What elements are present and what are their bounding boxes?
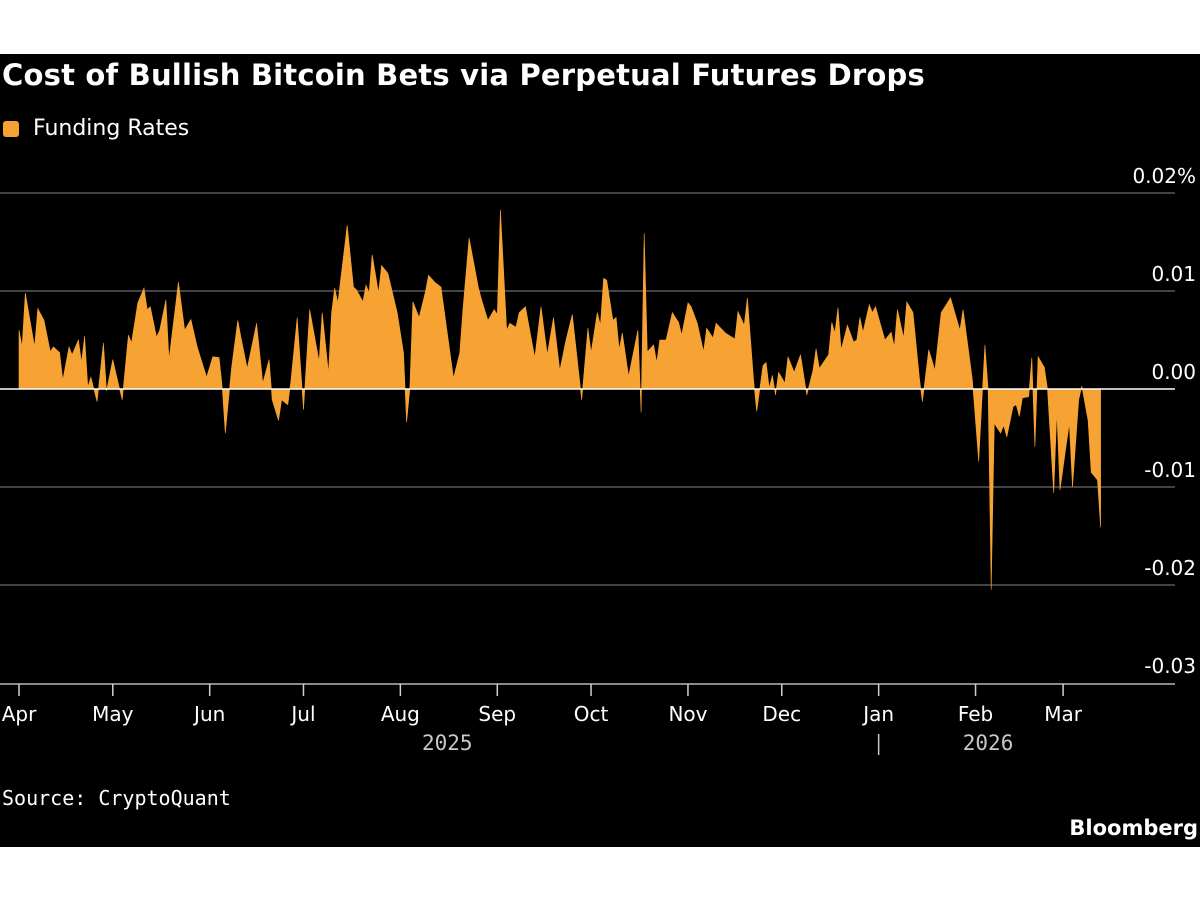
legend-label: Funding Rates [33,116,190,141]
y-tick-label: 0.01 [1151,262,1196,286]
x-tick-label: Jul [289,702,315,726]
area-layer [18,209,1101,590]
funding-rates-area [18,209,1101,590]
source-note: Source: CryptoQuant [2,786,231,810]
chart-panel [0,54,1200,847]
x-tick-label: Oct [574,702,609,726]
x-tick-label: Sep [478,702,516,726]
x-axis [0,388,1175,755]
x-tick-label: Dec [762,702,801,726]
y-tick-label: -0.02 [1144,556,1196,580]
year-label: 2025 [422,731,473,755]
x-tick-label: Jun [192,702,225,726]
bloomberg-logo: Bloomberg [1069,816,1198,840]
chart-title: Cost of Bullish Bitcoin Bets via Perpetu… [2,58,925,92]
legend: Funding Rates [3,116,189,141]
x-tick-label: Aug [381,702,420,726]
x-tick-label: Apr [2,702,37,726]
x-axis-labels: Apr May Jun Jul Aug Sep Oct Nov Dec Jan Feb Mar 2025… [2,702,1083,755]
y-tick-label: -0.01 [1144,458,1196,482]
legend-swatch [3,120,19,137]
year-label: 2026 [963,731,1014,755]
x-tick-label: Jan [861,702,894,726]
y-axis-labels: 0.02% 0.01 0.00 -0.01 -0.02 -0.03 [1132,164,1196,678]
y-tick-label: -0.03 [1144,654,1196,678]
x-tick-label: Mar [1044,702,1083,726]
y-tick-label: 0.00 [1151,360,1196,384]
x-tick-label: Nov [668,702,707,726]
x-tick-label: Feb [958,702,993,726]
y-tick-label: 0.02% [1132,164,1196,188]
gridlines [0,192,1175,586]
x-tick-label: May [92,702,134,726]
